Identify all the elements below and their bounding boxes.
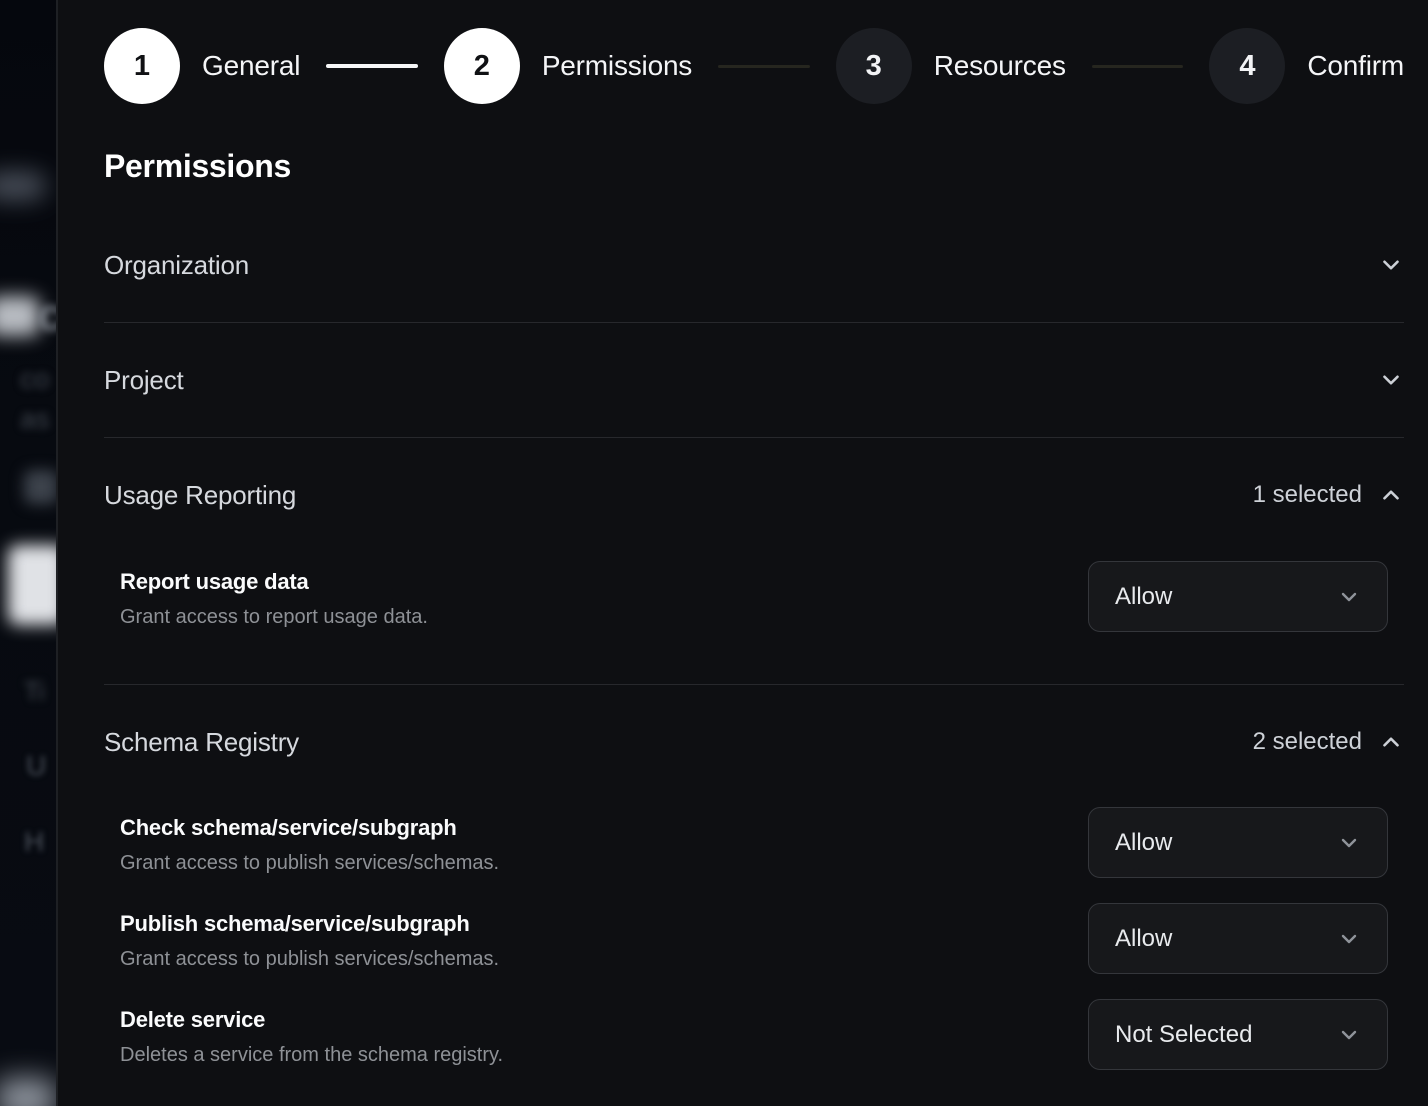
select-value: Allow [1115, 582, 1173, 610]
page-title: Permissions [104, 148, 292, 184]
chevron-down-icon [1383, 375, 1399, 385]
permission-row-report-usage: Report usage data Grant access to report… [104, 561, 1404, 632]
permission-row-publish-schema: Publish schema/service/subgraph Grant ac… [104, 903, 1404, 974]
chevron-down-icon [1341, 838, 1357, 847]
permission-title: Delete service [120, 1007, 266, 1032]
permission-text: Delete service Deletes a service from th… [120, 999, 503, 1067]
section-title: Organization [104, 249, 250, 280]
sidebar-blurred-text: U [26, 750, 47, 781]
step-label: General [202, 50, 301, 81]
publish-schema-select[interactable]: Allow [1088, 903, 1388, 974]
chevron-down-icon [1383, 260, 1399, 270]
step-number-circle: 3 [835, 28, 912, 104]
chevron-up-icon [1383, 490, 1399, 500]
stepper-step-confirm: 4 Confirm [1209, 28, 1404, 104]
section-title: Schema Registry [104, 726, 299, 757]
step-number-circle: 4 [1209, 28, 1286, 104]
step-label: Confirm [1307, 50, 1405, 81]
sidebar-blurred-text: co [20, 363, 50, 394]
sidebar-blurred-text: as [20, 403, 50, 434]
sidebar-blurred-logo [0, 296, 40, 336]
stepper-step-permissions[interactable]: 2 Permissions [443, 28, 693, 104]
selected-count: 2 selected [1252, 728, 1362, 755]
delete-service-select[interactable]: Not Selected [1088, 999, 1388, 1070]
section-organization: Organization [104, 208, 1404, 323]
section-title: Project [104, 364, 184, 395]
step-label: Permissions [541, 50, 693, 81]
permission-text: Report usage data Grant access to report… [120, 561, 428, 629]
permission-title: Report usage data [120, 569, 309, 594]
step-number-circle: 1 [104, 28, 180, 104]
chevron-down-icon [1341, 934, 1357, 943]
permission-text: Publish schema/service/subgraph Grant ac… [120, 903, 499, 971]
step-label: Resources [933, 50, 1066, 81]
report-usage-data-select[interactable]: Allow [1088, 561, 1388, 632]
permission-sections: Organization Project Usage Reporting 1 s… [104, 208, 1404, 1106]
section-organization-header[interactable]: Organization [104, 250, 1404, 280]
sidebar-blurred-text: C [38, 300, 56, 338]
section-project-header[interactable]: Project [104, 365, 1404, 395]
section-schema-registry-header[interactable]: Schema Registry 2 selected [104, 727, 1404, 757]
selected-count: 1 selected [1252, 481, 1362, 508]
stepper-step-resources: 3 Resources [835, 28, 1066, 104]
section-usage-reporting: Usage Reporting 1 selected Report usage … [104, 438, 1404, 685]
section-title: Usage Reporting [104, 479, 297, 510]
stepper: 1 General 2 Permissions 3 Resources 4 Co… [104, 28, 1404, 104]
permission-text: Check schema/service/subgraph Grant acce… [120, 807, 499, 875]
chevron-down-icon [1341, 1030, 1357, 1039]
select-value: Allow [1115, 828, 1173, 856]
section-project: Project [104, 323, 1404, 438]
step-number-circle: 2 [443, 28, 520, 104]
chevron-up-icon [1383, 737, 1399, 747]
permission-description: Grant access to publish services/schemas… [120, 852, 500, 874]
select-value: Not Selected [1115, 1020, 1253, 1048]
permission-title: Check schema/service/subgraph [120, 815, 457, 840]
wizard-panel: 1 General 2 Permissions 3 Resources 4 Co… [56, 0, 1428, 1106]
sidebar-blurred-active-card [8, 545, 56, 625]
section-usage-reporting-header[interactable]: Usage Reporting 1 selected [104, 480, 1404, 510]
sidebar-blurred-text: Ti [24, 676, 45, 706]
permission-description: Grant access to publish services/schemas… [120, 948, 500, 970]
stepper-connector [1091, 64, 1184, 68]
stepper-connector [326, 64, 418, 68]
stepper-step-general[interactable]: 1 General [104, 28, 300, 104]
stepper-connector [718, 64, 810, 68]
permission-row-delete-service: Delete service Deletes a service from th… [104, 999, 1404, 1070]
check-schema-select[interactable]: Allow [1088, 807, 1388, 878]
sidebar-blurred-nav-pill [0, 172, 46, 200]
sidebar-blurred-text: H [24, 826, 45, 857]
background-sidebar: C co as Ti U H [0, 0, 56, 1106]
permission-description: Deletes a service from the schema regist… [120, 1044, 504, 1066]
chevron-down-icon [1341, 592, 1357, 601]
sidebar-blurred-icon [24, 470, 56, 504]
permission-row-check-schema: Check schema/service/subgraph Grant acce… [104, 807, 1404, 878]
permission-description: Grant access to report usage data. [120, 606, 428, 628]
section-schema-registry: Schema Registry 2 selected Check schema/… [104, 685, 1404, 1106]
select-value: Allow [1115, 924, 1173, 952]
permission-title: Publish schema/service/subgraph [120, 911, 470, 936]
sidebar-blurred-bottom-item [0, 1078, 56, 1106]
